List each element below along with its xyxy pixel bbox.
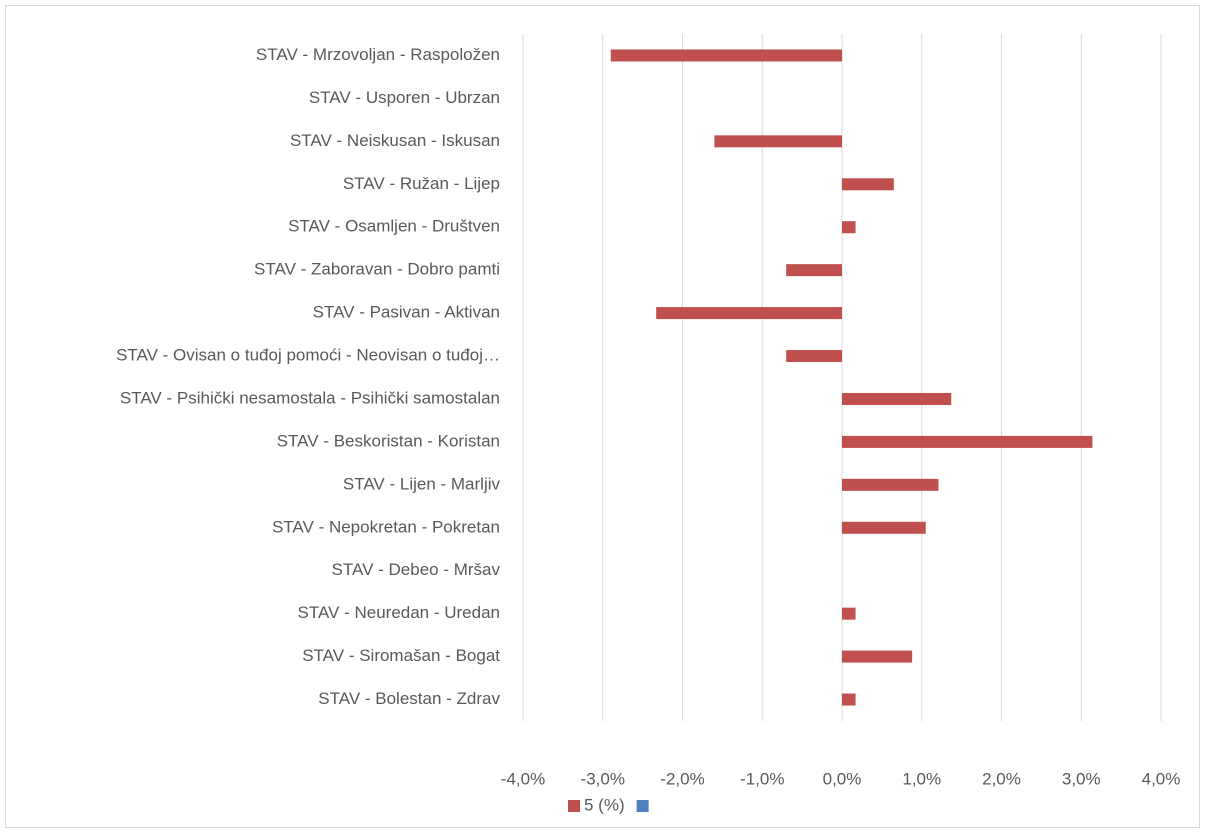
- y-tick-label: STAV - Beskoristan - Koristan: [277, 431, 500, 450]
- bar: [842, 521, 926, 534]
- y-tick-label: STAV - Pasivan - Aktivan: [313, 303, 500, 322]
- bar: [842, 693, 856, 706]
- bar: [714, 135, 842, 148]
- bar: [842, 392, 952, 405]
- bar: [786, 264, 842, 277]
- x-tick-label: 0,0%: [823, 769, 862, 788]
- x-tick-label: -1,0%: [740, 769, 784, 788]
- y-tick-label: STAV - Ovisan o tuđoj pomoći - Neovisan …: [116, 346, 500, 365]
- legend-label: 5 (%): [584, 795, 625, 814]
- x-tick-label: 2,0%: [982, 769, 1021, 788]
- y-tick-label: STAV - Bolestan - Zdrav: [318, 689, 500, 708]
- y-tick-label: STAV - Osamljen - Društven: [288, 217, 500, 236]
- y-tick-label: STAV - Siromašan - Bogat: [302, 646, 500, 665]
- bar: [842, 178, 894, 191]
- y-tick-label: STAV - Psihički nesamostala - Psihički s…: [120, 388, 500, 407]
- y-tick-label: STAV - Debeo - Mršav: [332, 560, 501, 579]
- y-tick-label: STAV - Ružan - Lijep: [343, 174, 500, 193]
- bar: [842, 221, 856, 234]
- x-tick-label: -3,0%: [581, 769, 625, 788]
- y-tick-label: STAV - Zaboravan - Dobro pamti: [254, 260, 500, 279]
- bar: [786, 350, 842, 363]
- y-tick-label: STAV - Mrzovoljan - Raspoložen: [256, 45, 500, 64]
- x-tick-label: 4,0%: [1142, 769, 1181, 788]
- x-tick-label: -2,0%: [660, 769, 704, 788]
- y-tick-label: STAV - Neiskusan - Iskusan: [290, 131, 500, 150]
- bar: [656, 307, 842, 320]
- x-tick-label: 3,0%: [1062, 769, 1101, 788]
- bar: [842, 478, 939, 491]
- y-tick-label: STAV - Neuredan - Uredan: [297, 603, 500, 622]
- y-tick-label: STAV - Lijen - Marljiv: [343, 474, 501, 493]
- legend-swatch: [568, 800, 580, 812]
- bar: [842, 607, 856, 620]
- y-tick-label: STAV - Usporen - Ubrzan: [309, 88, 500, 107]
- x-tick-label: 1,0%: [902, 769, 941, 788]
- x-tick-label: -4,0%: [501, 769, 545, 788]
- legend-swatch: [636, 800, 649, 812]
- y-tick-label: STAV - Nepokretan - Pokretan: [272, 517, 500, 536]
- bar: [842, 650, 913, 663]
- bar: [842, 435, 1093, 448]
- bar: [610, 49, 842, 62]
